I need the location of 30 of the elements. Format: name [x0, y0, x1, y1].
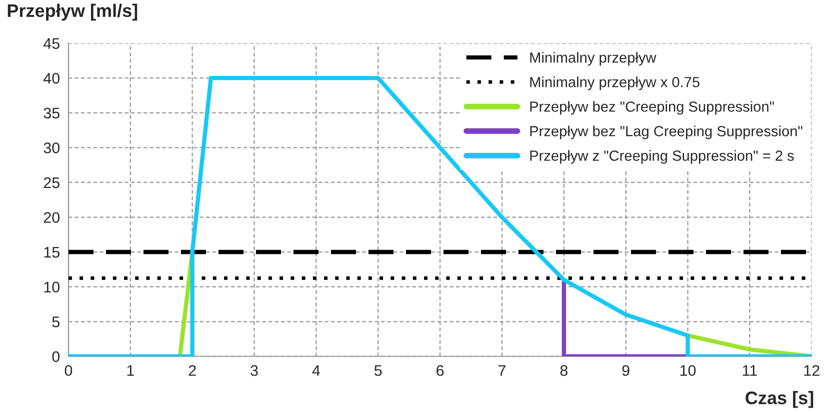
- y-tick-label: 30: [44, 142, 60, 154]
- x-tick-label: 1: [127, 365, 134, 376]
- x-tick-label: 5: [374, 365, 382, 376]
- x-tick-label: 6: [436, 365, 444, 376]
- x-tick-label: 9: [622, 365, 630, 376]
- y-tick-label: 20: [44, 212, 60, 223]
- y-tick-label: 40: [43, 72, 60, 84]
- y-tick-label: 25: [44, 177, 60, 188]
- x-tick-label: 12: [804, 365, 820, 376]
- legend-label: Przepływ bez "Lag Creeping Suppression": [530, 126, 802, 140]
- x-tick-label: 10: [680, 365, 696, 376]
- x-tick-label: 3: [250, 365, 258, 376]
- legend-label: Minimalny przepływ: [530, 52, 656, 66]
- x-tick-label: 8: [560, 365, 568, 376]
- legend-label: Przepływ bez "Creeping Suppression": [530, 101, 774, 115]
- y-axis-title: Przepływ [ml/s]: [8, 4, 138, 21]
- y-tick-label: 0: [52, 351, 60, 362]
- x-tick-label: 2: [188, 365, 196, 376]
- legend-label: Minimalny przepływ x 0.75: [530, 76, 700, 90]
- y-tick-label: 5: [52, 316, 60, 328]
- x-tick-label: 4: [312, 365, 320, 376]
- legend-label: Przepływ z "Creeping Suppression" = 2 s: [530, 150, 794, 164]
- x-tick-label: 7: [498, 365, 506, 376]
- y-tick-label: 45: [43, 38, 60, 49]
- y-tick-label: 15: [44, 247, 60, 258]
- y-tick-label: 35: [44, 108, 60, 119]
- y-tick-label: 10: [44, 282, 60, 292]
- x-tick-label: 11: [742, 365, 757, 376]
- x-tick-label: 0: [64, 365, 72, 376]
- x-axis-title: Czas [s]: [746, 391, 814, 408]
